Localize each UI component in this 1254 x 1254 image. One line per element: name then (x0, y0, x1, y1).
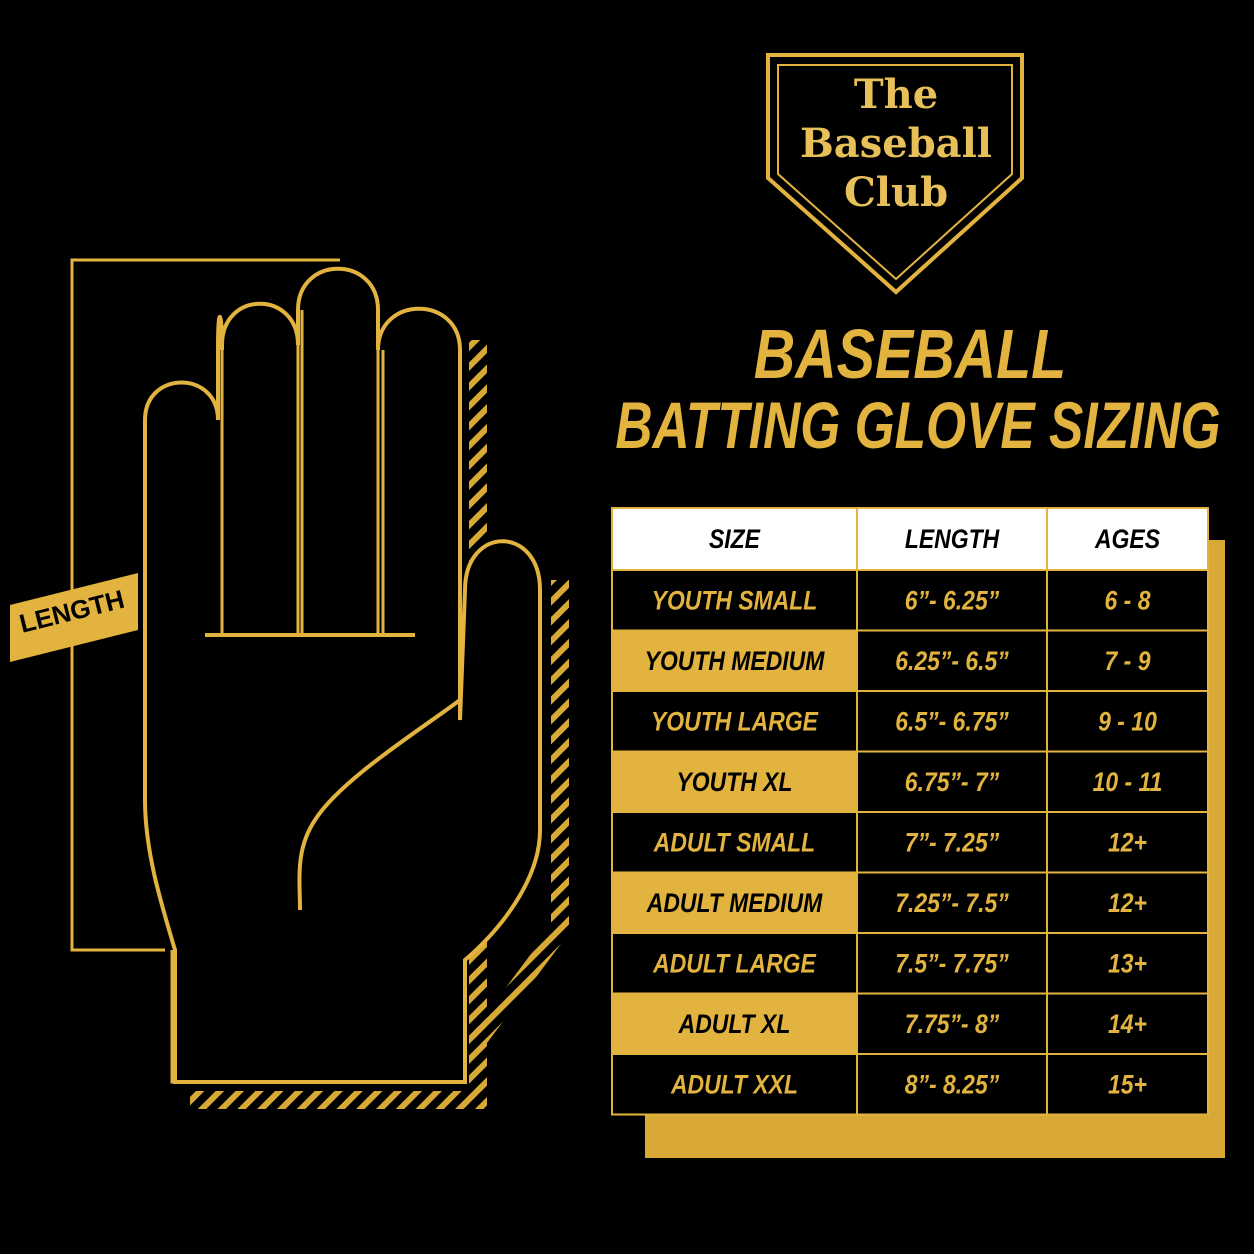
table-cell (856, 690, 1048, 753)
cell-text: 6”- 6.25” (905, 586, 1000, 616)
cell-text: 13+ (1108, 949, 1147, 979)
logo-line: The (854, 71, 938, 118)
cell-text: 6.25”- 6.5” (895, 646, 1009, 676)
table-cell (1046, 629, 1209, 692)
cell-text: 7.5”- 7.75” (895, 949, 1009, 979)
cell-text: 6.75”- 7” (905, 767, 1000, 797)
table-cell (856, 932, 1048, 995)
table-cell (856, 871, 1048, 934)
table-cell (1046, 992, 1209, 1055)
cell-text: ADULT SMALL (653, 828, 815, 858)
table-cell (611, 1053, 858, 1116)
cell-text: ADULT XXL (670, 1070, 798, 1100)
cell-text: ADULT XL (678, 1009, 791, 1039)
palm-line (297, 698, 462, 911)
hatch-shadow (470, 580, 569, 1046)
cell-text: YOUTH MEDIUM (645, 646, 826, 676)
table: SIZE LENGTH AGES YOUTH SMALL 6”- 6.25” 6 - 8 Y… (611, 507, 1209, 1116)
cell-text: YOUTH SMALL (652, 586, 818, 616)
table-cell (1046, 690, 1209, 753)
cell-text: 6.5”- 6.75” (895, 707, 1009, 737)
logo-line: Club (844, 169, 948, 216)
title: BATTING GLOVE SIZING (615, 388, 1220, 463)
cell-text: YOUTH LARGE (651, 707, 819, 737)
table-cell (611, 871, 858, 934)
cell-text: 6 - 8 (1105, 586, 1151, 616)
table-cell (856, 629, 1048, 692)
cell-text: 15+ (1108, 1070, 1147, 1100)
cell-text: 7.75”- 8” (905, 1009, 1000, 1039)
table-cell (611, 690, 858, 753)
table-cell (611, 629, 858, 692)
cell-text: 10 - 11 (1093, 767, 1163, 797)
length-tag (10, 573, 138, 662)
header-cell (1046, 507, 1209, 571)
cell-text: 7”- 7.25” (905, 828, 1000, 858)
cell-text: YOUTH XL (677, 767, 793, 797)
table-cell (611, 811, 858, 874)
logo-line: Baseball (800, 120, 992, 167)
cell-text: 12+ (1108, 888, 1147, 918)
table-cell (1046, 1053, 1209, 1116)
table-cell (1046, 811, 1209, 874)
table-cell (611, 932, 858, 995)
table-cell (856, 750, 1048, 813)
cell-text: 14+ (1108, 1009, 1147, 1039)
cell-text: 8”- 8.25” (905, 1070, 1000, 1100)
title: BASEBALL (754, 315, 1066, 394)
hand-outline (143, 266, 542, 1084)
header-cell (856, 507, 1048, 571)
table-cell (1046, 871, 1209, 934)
finger-line (220, 310, 385, 635)
cell-text: ADULT LARGE (652, 949, 817, 979)
cell-text: ADULT MEDIUM (646, 888, 823, 918)
table-cell (856, 1053, 1048, 1116)
cell-text: 9 - 10 (1098, 707, 1157, 737)
table-cell (611, 750, 858, 813)
cell-text: AGES (1094, 524, 1160, 554)
cell-text: 7.25”- 7.5” (895, 888, 1009, 918)
cell-text: LENGTH (905, 524, 1000, 554)
cell-text: 12+ (1108, 828, 1147, 858)
table-cell (856, 992, 1048, 1055)
cell-text: SIZE (709, 524, 761, 554)
logo-plate-inner (777, 64, 1013, 281)
table-cell (856, 811, 1048, 874)
cell-text: 7 - 9 (1105, 646, 1151, 676)
logo-plate (766, 53, 1024, 295)
